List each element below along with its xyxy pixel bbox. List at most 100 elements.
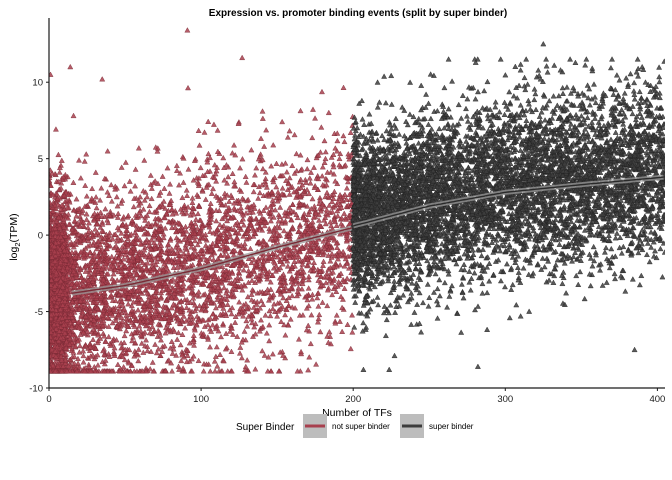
- point-not-super-binder: [311, 259, 317, 265]
- point-not-super-binder: [322, 148, 329, 155]
- point-not-super-binder: [343, 185, 350, 191]
- point-not-super-binder: [213, 343, 220, 350]
- point-not-super-binder: [327, 169, 334, 175]
- point-not-super-binder: [169, 206, 175, 212]
- point-not-super-binder: [211, 161, 218, 168]
- point-not-super-binder: [297, 107, 304, 114]
- point-not-super-binder: [185, 84, 191, 91]
- point-not-super-binder: [169, 368, 175, 374]
- point-not-super-binder: [113, 193, 120, 200]
- point-not-super-binder: [93, 204, 100, 211]
- point-not-super-binder: [319, 164, 326, 170]
- point-not-super-binder: [349, 329, 356, 335]
- point-not-super-binder: [188, 244, 195, 250]
- point-not-super-binder: [317, 149, 324, 155]
- point-not-super-binder: [309, 195, 316, 202]
- point-not-super-binder: [183, 187, 190, 193]
- point-not-super-binder: [304, 165, 311, 172]
- point-not-super-binder: [126, 178, 133, 184]
- point-not-super-binder: [183, 304, 190, 310]
- point-not-super-binder: [325, 109, 332, 116]
- point-not-super-binder: [140, 206, 147, 212]
- point-not-super-binder: [309, 291, 316, 298]
- point-not-super-binder: [304, 156, 311, 163]
- point-not-super-binder: [318, 124, 325, 130]
- point-not-super-binder: [255, 195, 262, 201]
- point-not-super-binder: [248, 259, 255, 266]
- point-not-super-binder: [200, 368, 207, 374]
- point-not-super-binder: [80, 352, 87, 359]
- point-not-super-binder: [188, 219, 195, 225]
- point-not-super-binder: [314, 294, 321, 301]
- point-not-super-binder: [144, 347, 151, 354]
- point-not-super-binder: [312, 115, 319, 121]
- point-not-super-binder: [231, 178, 238, 185]
- point-not-super-binder: [189, 195, 196, 201]
- point-not-super-binder: [71, 217, 78, 224]
- point-not-super-binder: [262, 169, 269, 175]
- point-not-super-binder: [279, 118, 286, 125]
- point-not-super-binder: [122, 159, 129, 165]
- point-not-super-binder: [335, 272, 342, 279]
- point-not-super-binder: [141, 197, 148, 203]
- point-not-super-binder: [220, 154, 227, 161]
- point-not-super-binder: [195, 210, 201, 217]
- point-not-super-binder: [236, 299, 243, 305]
- point-not-super-binder: [77, 342, 83, 349]
- point-not-super-binder: [121, 332, 128, 339]
- point-not-super-binder: [195, 357, 202, 363]
- point-not-super-binder: [195, 289, 202, 295]
- point-not-super-binder: [308, 311, 315, 318]
- point-not-super-binder: [177, 170, 184, 176]
- point-not-super-binder: [135, 357, 142, 364]
- point-not-super-binder: [317, 223, 324, 229]
- point-not-super-binder: [349, 312, 356, 318]
- point-not-super-binder: [341, 138, 348, 145]
- point-not-super-binder: [174, 336, 181, 342]
- point-not-super-binder: [279, 185, 286, 191]
- point-not-super-binder: [337, 191, 343, 198]
- point-not-super-binder: [252, 366, 259, 372]
- point-not-super-binder: [202, 196, 209, 202]
- point-not-super-binder: [197, 164, 204, 171]
- point-not-super-binder: [114, 214, 121, 220]
- point-not-super-binder: [83, 151, 90, 157]
- point-not-super-binder: [200, 254, 207, 260]
- point-not-super-binder: [211, 358, 218, 364]
- point-not-super-binder: [281, 227, 287, 234]
- point-not-super-binder: [336, 155, 343, 162]
- point-not-super-binder: [52, 126, 59, 132]
- point-not-super-binder: [179, 194, 186, 200]
- point-not-super-binder: [132, 166, 139, 172]
- point-not-super-binder: [205, 150, 212, 157]
- point-not-super-binder: [237, 165, 243, 171]
- point-not-super-binder: [268, 163, 275, 169]
- point-not-super-binder: [214, 127, 221, 133]
- point-not-super-binder: [214, 296, 221, 302]
- point-not-super-binder: [182, 325, 189, 331]
- point-not-super-binder: [261, 143, 268, 149]
- point-not-super-binder: [92, 226, 99, 232]
- point-not-super-binder: [180, 179, 187, 185]
- point-not-super-binder: [108, 198, 115, 204]
- point-not-super-binder: [231, 205, 238, 211]
- point-not-super-binder: [240, 233, 247, 239]
- point-not-super-binder: [238, 204, 244, 211]
- point-not-super-binder: [229, 304, 236, 311]
- point-not-super-binder: [121, 182, 128, 189]
- point-not-super-binder: [166, 190, 173, 196]
- point-not-super-binder: [258, 317, 264, 323]
- point-not-super-binder: [230, 331, 236, 337]
- point-not-super-binder: [347, 345, 354, 352]
- point-not-super-binder: [334, 212, 341, 219]
- point-not-super-binder: [242, 173, 249, 179]
- point-not-super-binder: [270, 142, 277, 148]
- point-not-super-binder: [293, 150, 300, 157]
- point-not-super-binder: [266, 322, 273, 328]
- point-not-super-binder: [108, 181, 115, 188]
- point-not-super-binder: [282, 332, 289, 338]
- point-not-super-binder: [169, 224, 175, 231]
- point-not-super-binder: [123, 327, 130, 334]
- scatter-points: [49, 27, 665, 374]
- point-not-super-binder: [273, 160, 280, 166]
